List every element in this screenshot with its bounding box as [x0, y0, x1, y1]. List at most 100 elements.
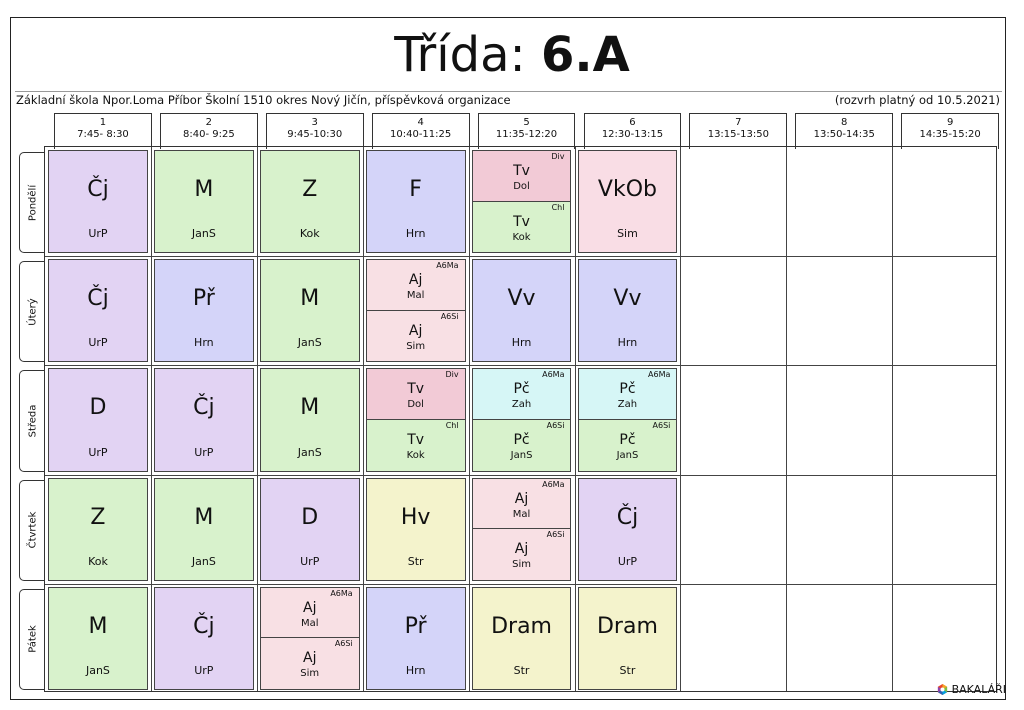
- teacher: Sim: [512, 559, 531, 571]
- lesson-cell[interactable]: Dram Str: [577, 586, 678, 690]
- teacher: Hrn: [405, 227, 426, 241]
- subject: VkOb: [597, 177, 657, 202]
- teacher: Sim: [300, 668, 320, 680]
- subject: Tv: [407, 381, 425, 398]
- subject: M: [194, 504, 214, 530]
- period-time: 13:15-13:50: [707, 129, 769, 140]
- period-header-2: 2 8:40- 9:25: [159, 113, 258, 149]
- grid-row-line: [45, 365, 996, 367]
- teacher: Zah: [511, 399, 532, 411]
- lesson-cell-split[interactable]: A6Ma Aj Mal A6Si Aj Sim: [259, 586, 360, 690]
- subject: D: [301, 504, 319, 530]
- period-number: 3: [311, 117, 318, 128]
- group-label: A6Si: [652, 420, 671, 430]
- lesson-cell[interactable]: Čj UrP: [48, 259, 148, 363]
- lesson-cell-split[interactable]: Div Tv Dol Chl Tv Kok: [365, 368, 466, 472]
- logo-text: BAKALÁŘI: [951, 683, 1006, 696]
- lesson-cell-split[interactable]: A6Ma Aj Mal A6Si Aj Sim: [365, 259, 466, 363]
- teacher: Mal: [406, 290, 425, 302]
- lesson-cell[interactable]: Čj UrP: [577, 477, 678, 581]
- teacher: JanS: [297, 445, 322, 459]
- lesson-cell[interactable]: D UrP: [259, 477, 360, 581]
- subject: Dram: [491, 613, 552, 639]
- day-label: Úterý: [27, 298, 38, 326]
- period-number: 4: [417, 117, 424, 128]
- lesson-cell[interactable]: Z Kok: [48, 477, 148, 581]
- period-number: 2: [205, 117, 213, 128]
- teacher: JanS: [616, 449, 639, 461]
- day-header: Čtvrtek: [19, 479, 45, 581]
- lesson-group: A6Si Aj Sim: [260, 638, 359, 689]
- lesson-cell[interactable]: F Hrn: [365, 150, 466, 254]
- lesson-cell[interactable]: M JanS: [48, 586, 148, 690]
- lesson-group: A6Ma Aj Mal: [260, 587, 359, 639]
- teacher: Dol: [407, 399, 424, 411]
- subject: Dram: [596, 613, 658, 639]
- teacher: Kok: [88, 554, 108, 568]
- period-header-9: 9 14:35-15:20: [901, 113, 1000, 149]
- teacher: Kok: [406, 449, 425, 461]
- teacher: UrP: [194, 663, 214, 677]
- lesson-group: A6Si Aj Sim: [366, 310, 465, 362]
- teacher: UrP: [617, 554, 638, 568]
- page-title: Třída: 6.A: [394, 27, 630, 83]
- subject: Pč: [513, 381, 530, 398]
- lesson-cell[interactable]: Dram Str: [471, 586, 572, 690]
- lesson-cell-split[interactable]: A6Ma Pč Zah A6Si Pč JanS: [577, 368, 678, 472]
- lesson-group: A6Ma Aj Mal: [366, 260, 465, 311]
- teacher: Str: [619, 663, 636, 677]
- period-header-1: 1 7:45- 8:30: [54, 113, 152, 149]
- lesson-cell[interactable]: Hv Str: [365, 477, 466, 581]
- subject: Tv: [513, 163, 530, 179]
- lesson-cell-split[interactable]: Div Tv Dol Chl Tv Kok: [471, 150, 572, 254]
- lesson-cell[interactable]: D UrP: [48, 368, 148, 472]
- group-label: A6Si: [546, 420, 565, 430]
- grid-column-line: [150, 147, 152, 691]
- lesson-cell[interactable]: Vv Hrn: [471, 259, 572, 363]
- period-header-5: 5 11:35-12:20: [477, 113, 576, 149]
- lesson-cell[interactable]: Čj UrP: [153, 586, 254, 690]
- lesson-cell[interactable]: Př Hrn: [153, 259, 254, 363]
- teacher: Hrn: [617, 336, 638, 350]
- bakalari-logo: BAKALÁŘI: [937, 683, 1006, 696]
- lesson-cell[interactable]: M JanS: [259, 368, 360, 472]
- lesson-cell[interactable]: Vv Hrn: [577, 259, 678, 363]
- lesson-cell[interactable]: M JanS: [153, 150, 254, 254]
- lesson-cell[interactable]: M JanS: [153, 477, 254, 581]
- lesson-cell[interactable]: Z Kok: [259, 150, 360, 254]
- lesson-cell-split[interactable]: A6Ma Pč Zah A6Si Pč JanS: [471, 368, 572, 472]
- lesson-cell[interactable]: Čj UrP: [153, 368, 254, 472]
- day-label: Čtvrtek: [27, 511, 38, 549]
- teacher: Str: [407, 554, 424, 568]
- lesson-group: Div Tv Dol: [366, 369, 465, 420]
- teacher: JanS: [191, 554, 216, 568]
- lesson-cell[interactable]: M JanS: [259, 259, 360, 363]
- lesson-cell[interactable]: Př Hrn: [365, 586, 466, 690]
- group-label: A6Si: [334, 639, 353, 649]
- day-header: Úterý: [19, 261, 45, 363]
- subject: Aj: [408, 272, 423, 289]
- group-label: A6Ma: [648, 370, 671, 380]
- period-number: 6: [629, 117, 636, 128]
- lesson-cell[interactable]: Čj UrP: [48, 150, 148, 254]
- subject: Vv: [613, 286, 642, 312]
- grid-column-line: [468, 147, 470, 691]
- period-number: 7: [735, 117, 742, 128]
- teacher: UrP: [194, 445, 214, 459]
- teacher: JanS: [191, 227, 216, 241]
- group-label: Chl: [551, 202, 565, 212]
- lesson-group: A6Ma Pč Zah: [578, 369, 677, 420]
- period-header-3: 3 9:45-10:30: [265, 113, 364, 149]
- teacher: Kok: [512, 231, 531, 243]
- teacher: UrP: [88, 336, 108, 350]
- subject: Tv: [407, 431, 425, 448]
- teacher: Zah: [617, 399, 638, 411]
- subject: M: [300, 286, 320, 312]
- lesson-cell-split[interactable]: A6Ma Aj Mal A6Si Aj Sim: [471, 477, 572, 581]
- timetable-grid: Čj UrP M JanS Z Kok F Hrn Div Tv Dol Chl Tv Kok VkOb Si…: [44, 146, 997, 692]
- teacher: Mal: [512, 508, 531, 520]
- day-label: Pátek: [27, 625, 38, 654]
- period-number: 8: [841, 117, 848, 128]
- teacher: JanS: [85, 663, 110, 677]
- lesson-cell[interactable]: VkOb Sim: [577, 150, 678, 254]
